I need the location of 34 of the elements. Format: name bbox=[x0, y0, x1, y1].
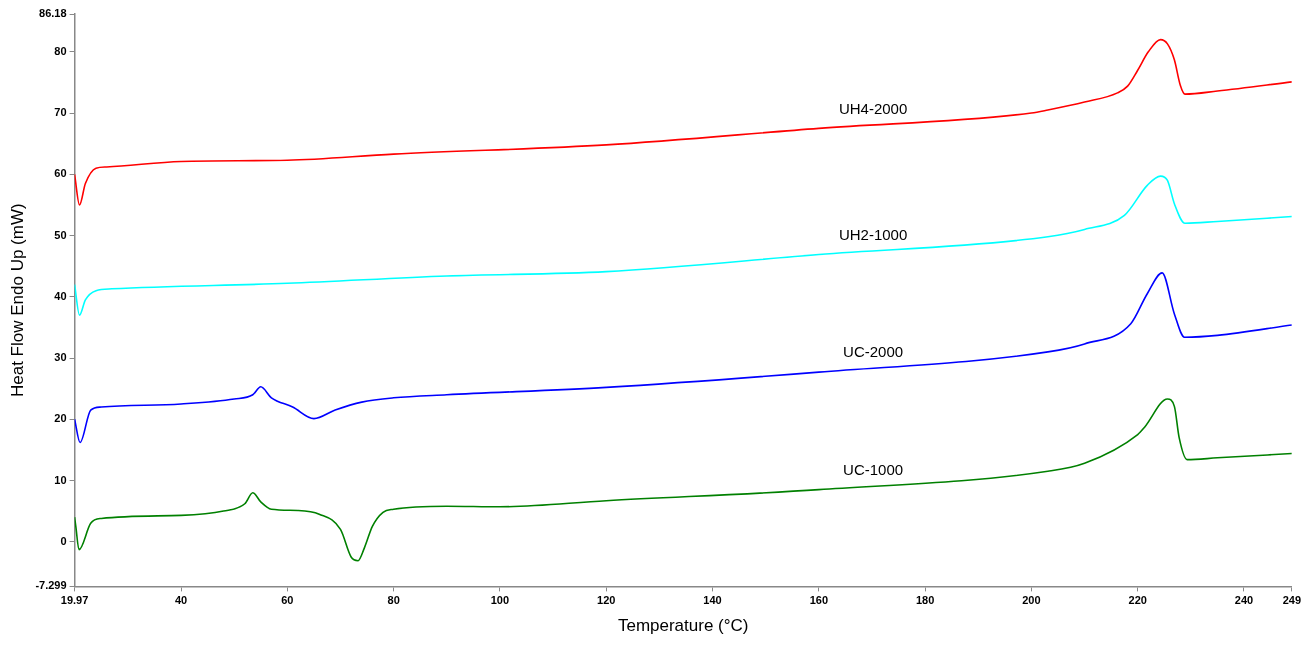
y-tick-label: 30 bbox=[54, 351, 67, 364]
x-tick-label: 140 bbox=[703, 594, 722, 607]
series-label: UH2-1000 bbox=[838, 225, 908, 243]
x-tick-label: 160 bbox=[809, 594, 828, 607]
series-label: UC-1000 bbox=[843, 460, 904, 478]
x-tick-label: 100 bbox=[490, 594, 510, 607]
x-tick-label: 249 bbox=[1282, 594, 1301, 607]
series-label: UH4-2000 bbox=[838, 100, 908, 118]
x-tick-label: 200 bbox=[1022, 594, 1041, 607]
y-tick-label: 0 bbox=[60, 534, 67, 547]
x-tick-label: 80 bbox=[387, 594, 400, 607]
y-tick-label: -7.299 bbox=[35, 579, 67, 592]
x-tick-label: 40 bbox=[174, 594, 188, 607]
y-tick-label: 86.18 bbox=[39, 7, 67, 20]
x-tick-label: 120 bbox=[597, 594, 616, 607]
x-tick-label: 180 bbox=[915, 594, 935, 607]
x-tick-label: 240 bbox=[1234, 594, 1254, 607]
y-axis-title: Heat Flow Endo Up (mW) bbox=[7, 203, 27, 398]
y-tick-label: 20 bbox=[54, 412, 67, 425]
y-tick-label: 40 bbox=[54, 289, 67, 302]
y-tick-label: 10 bbox=[54, 473, 67, 486]
x-tick-label: 220 bbox=[1128, 594, 1147, 607]
line-series bbox=[74, 272, 1292, 444]
line-series bbox=[74, 175, 1292, 316]
y-tick-label: 80 bbox=[54, 44, 67, 57]
x-tick-label: 19.97 bbox=[60, 594, 89, 607]
x-axis-title: Temperature (°C) bbox=[617, 616, 749, 636]
y-tick-label: 60 bbox=[54, 167, 67, 180]
y-tick-label: 50 bbox=[54, 228, 67, 241]
y-tick-label: 70 bbox=[54, 106, 67, 119]
series-label: UC-2000 bbox=[843, 342, 904, 360]
line-series bbox=[74, 398, 1292, 562]
x-tick-label: 60 bbox=[281, 594, 294, 607]
line-series bbox=[74, 38, 1292, 206]
